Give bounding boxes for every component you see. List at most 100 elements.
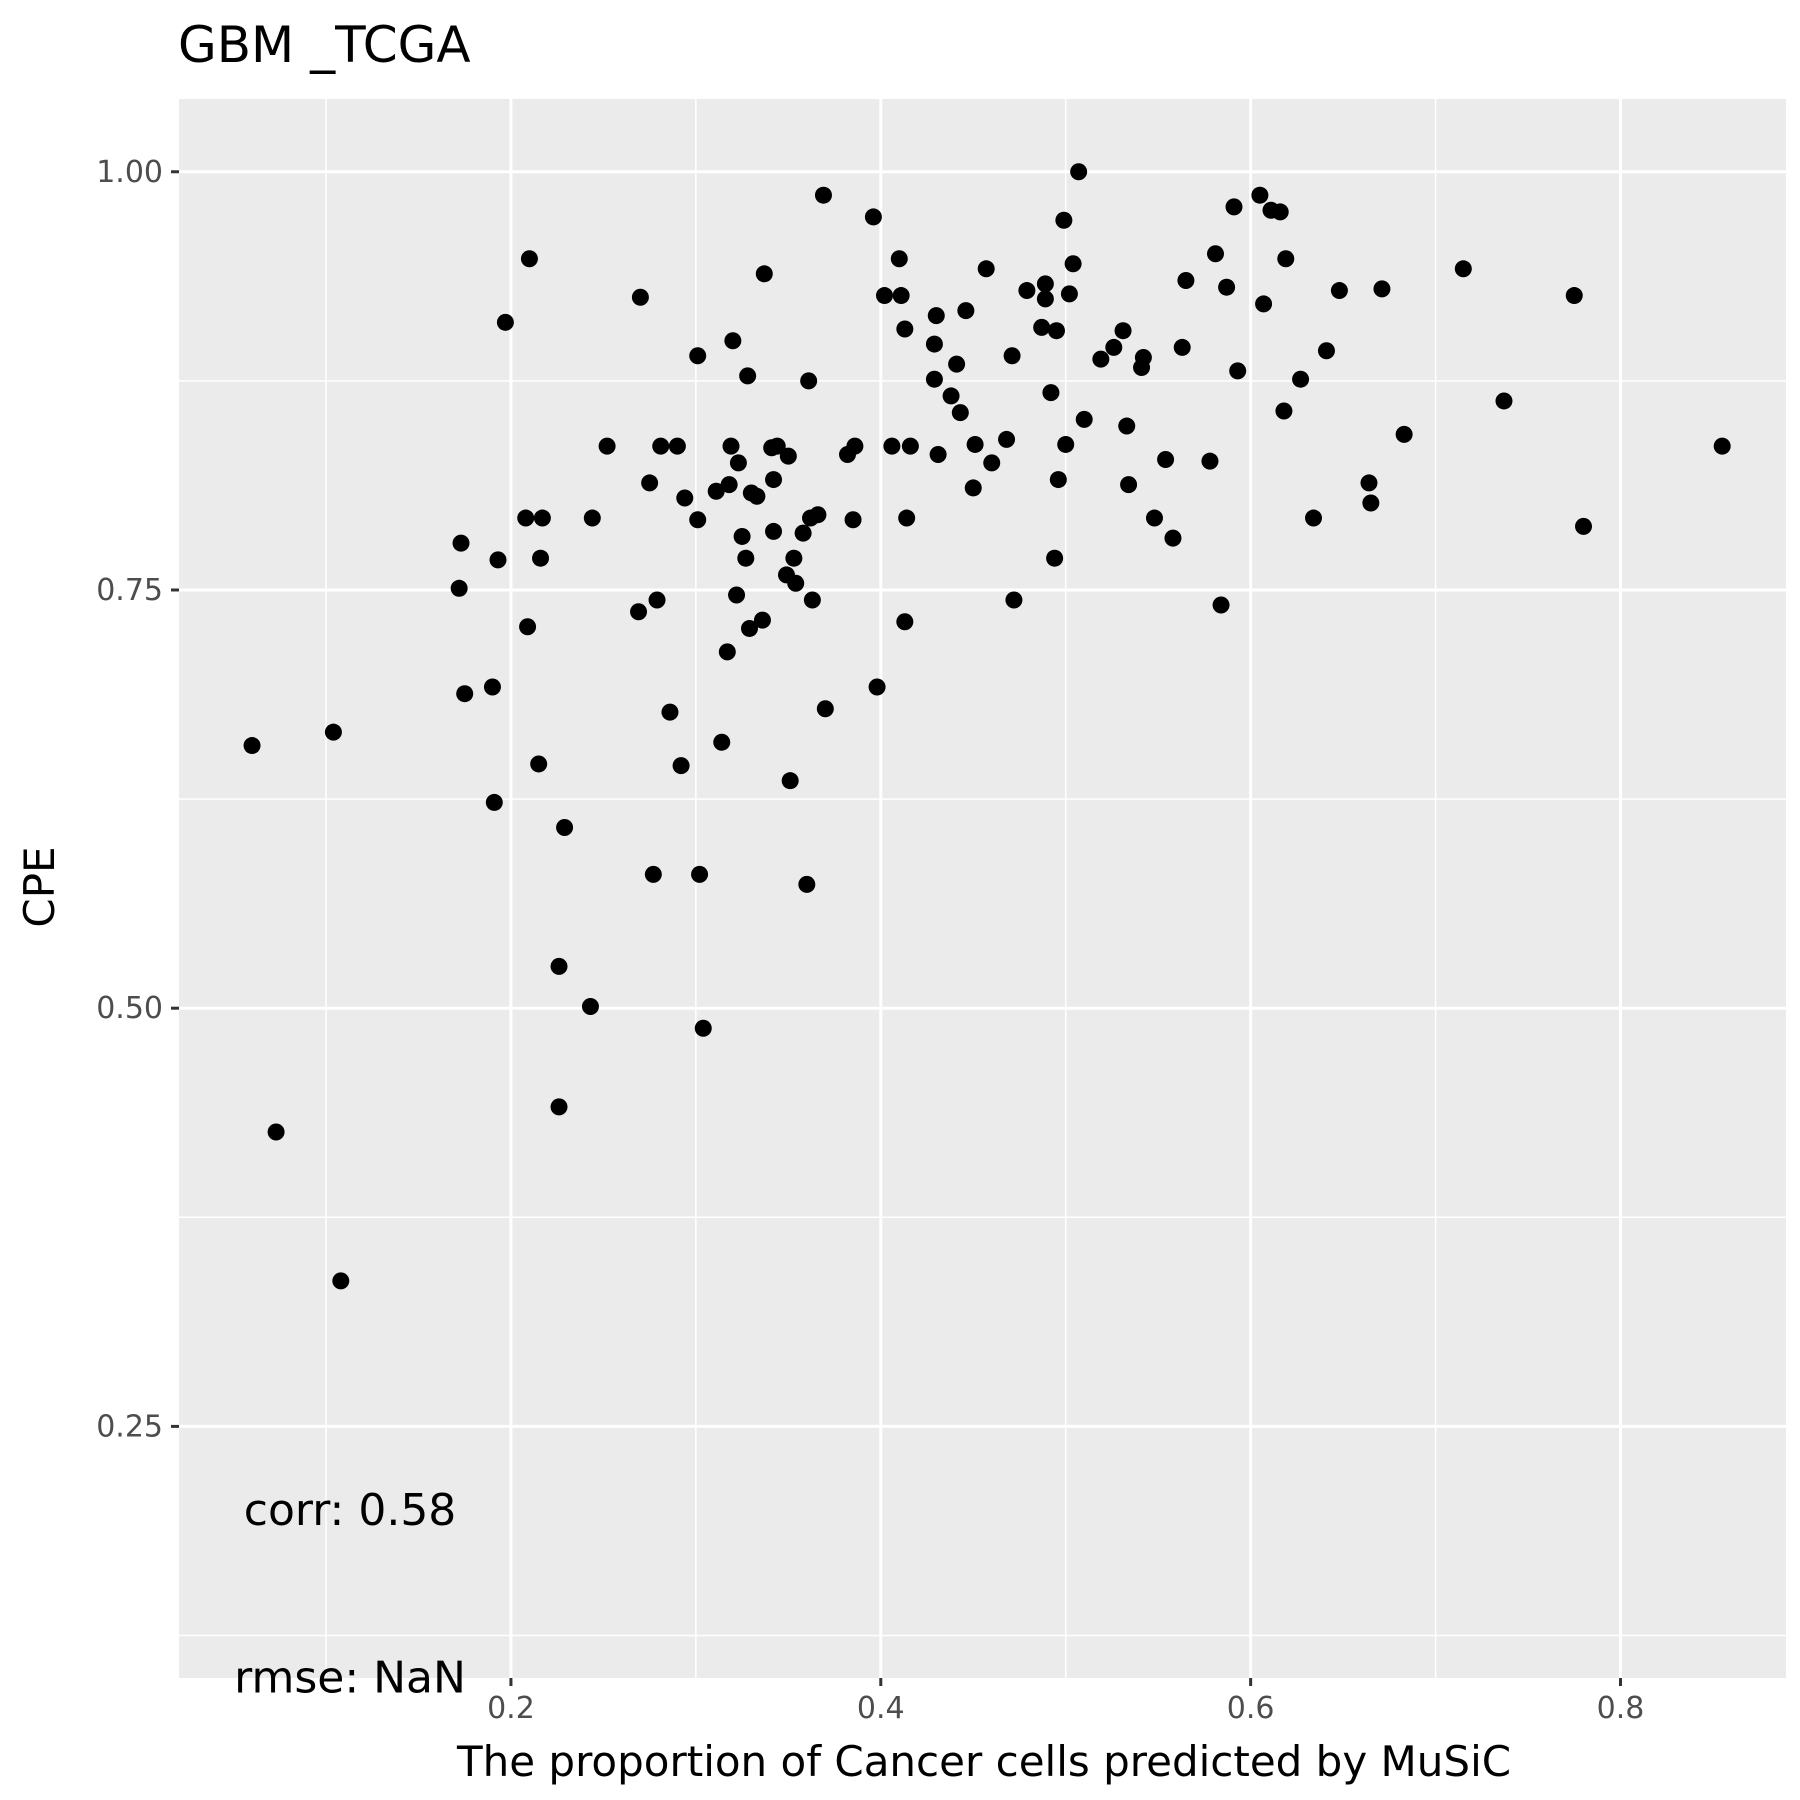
data-point (672, 757, 690, 775)
data-point (630, 603, 648, 621)
data-point (1454, 260, 1472, 278)
data-points (243, 163, 1731, 1290)
data-point (1157, 450, 1175, 468)
data-point (691, 865, 709, 883)
data-point (1042, 384, 1060, 402)
data-point (755, 265, 773, 283)
y-axis-title: CPE (15, 846, 64, 927)
data-point (1495, 392, 1513, 410)
y-tick-label: 0.75 (96, 573, 163, 608)
data-point (733, 527, 751, 545)
data-point (901, 437, 919, 455)
data-point (816, 700, 834, 718)
data-point (1330, 282, 1348, 300)
data-point (966, 435, 984, 453)
data-point (1207, 245, 1225, 263)
data-point (740, 619, 758, 637)
correlation-annotation: corr: 0.58 (244, 1485, 457, 1536)
data-point (1075, 410, 1093, 428)
major-gridlines (179, 99, 1786, 1678)
data-point (1118, 417, 1136, 435)
data-point (951, 404, 969, 422)
data-point (533, 509, 551, 527)
data-point (581, 998, 599, 1016)
y-tick-label: 0.50 (96, 991, 163, 1026)
data-point (1003, 347, 1021, 365)
data-point (1092, 350, 1110, 368)
data-point (267, 1123, 285, 1141)
x-axis-title: The proportion of Cancer cells predicted… (456, 1737, 1511, 1786)
data-point (1201, 452, 1219, 470)
data-point (898, 509, 916, 527)
data-point (964, 479, 982, 497)
data-point (652, 437, 670, 455)
x-tick-label: 0.6 (1227, 1691, 1275, 1726)
data-point (1317, 342, 1335, 360)
data-point (794, 524, 812, 542)
data-point (1036, 290, 1054, 308)
data-point (676, 489, 694, 507)
data-point (668, 437, 686, 455)
data-point (243, 737, 261, 755)
data-point (748, 487, 766, 505)
data-point (1070, 163, 1088, 181)
data-point (483, 678, 501, 696)
data-point (1134, 348, 1152, 366)
data-point (689, 347, 707, 365)
data-point (720, 476, 738, 494)
data-point (324, 723, 342, 741)
data-point (1060, 285, 1078, 303)
data-point (1036, 275, 1054, 293)
y-tick-label: 0.25 (96, 1409, 163, 1444)
data-point (456, 685, 474, 703)
x-tick-label: 0.8 (1597, 1691, 1645, 1726)
data-point (556, 819, 574, 837)
data-point (929, 445, 947, 463)
data-point (1271, 203, 1289, 221)
data-point (779, 447, 797, 465)
data-point (1177, 272, 1195, 290)
data-point (1362, 494, 1380, 512)
data-point (1255, 295, 1273, 313)
data-point (983, 454, 1001, 472)
data-point (694, 1019, 712, 1037)
data-point (724, 332, 742, 350)
data-point (942, 387, 960, 405)
chart-title: GBM _TCGA (178, 16, 471, 74)
data-point (1360, 474, 1378, 492)
data-point (532, 549, 550, 567)
data-point (631, 288, 649, 306)
x-tick-label: 0.4 (857, 1691, 905, 1726)
data-point (739, 367, 757, 385)
data-point (1229, 362, 1247, 380)
data-point (1057, 435, 1075, 453)
data-point (644, 865, 662, 883)
data-point (519, 618, 537, 636)
data-point (753, 611, 771, 629)
data-point (1145, 509, 1163, 527)
data-point (1018, 282, 1036, 300)
data-point (1033, 318, 1051, 336)
data-point (1105, 338, 1123, 356)
data-point (530, 755, 548, 773)
data-point (583, 509, 601, 527)
axes: 0.2 0.4 0.6 0.8 0.25 0.50 0.75 1.00 (96, 155, 1644, 1726)
data-point (722, 437, 740, 455)
data-point (452, 534, 470, 552)
data-point (1064, 255, 1082, 273)
data-point (450, 579, 468, 597)
data-point (1251, 186, 1269, 204)
data-point (998, 430, 1016, 448)
data-point (517, 509, 535, 527)
data-point (641, 474, 659, 492)
data-point (948, 355, 966, 373)
data-point (1218, 278, 1236, 296)
data-point (332, 1272, 350, 1290)
data-point (1292, 370, 1310, 388)
data-point (844, 511, 862, 529)
data-point (864, 208, 882, 226)
data-point (1225, 198, 1243, 216)
data-point (1049, 471, 1067, 489)
x-tick-label: 0.2 (487, 1691, 535, 1726)
